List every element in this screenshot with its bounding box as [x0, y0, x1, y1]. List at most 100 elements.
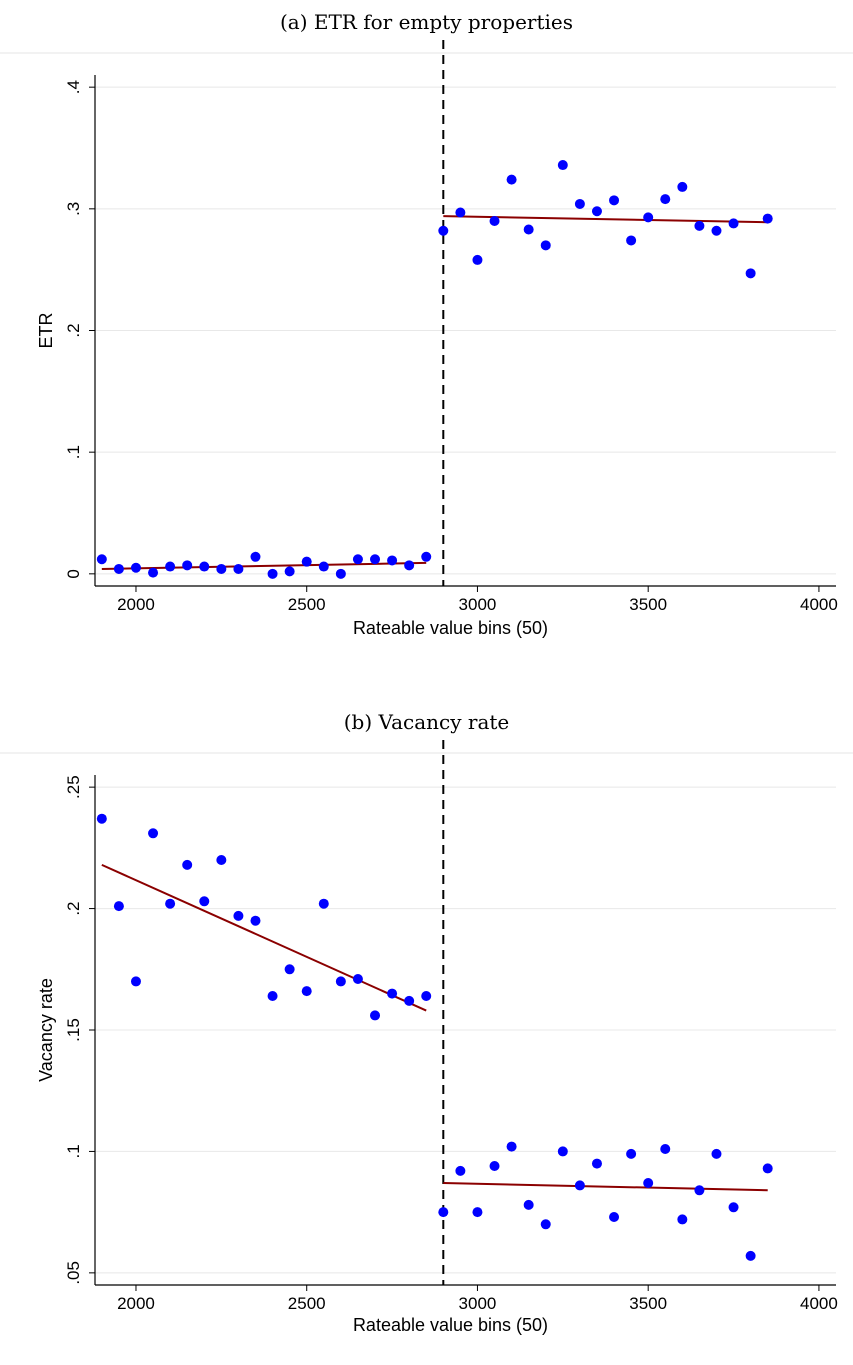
data-point [318, 898, 329, 909]
data-point [387, 988, 398, 999]
data-point [370, 1010, 381, 1021]
x-axis-label: Rateable value bins (50) [353, 618, 548, 638]
data-point [421, 991, 432, 1001]
data-point [609, 1212, 620, 1222]
data-point [318, 561, 329, 572]
data-point [267, 568, 278, 579]
data-point [216, 563, 227, 574]
data-point [506, 174, 517, 185]
data-point [267, 991, 278, 1001]
y-tick-label: .1 [64, 445, 83, 459]
panel-a-title: (a) ETR for empty properties [279, 10, 574, 34]
data-point [472, 254, 483, 265]
data-point [421, 551, 432, 562]
y-tick-label: .25 [64, 775, 83, 799]
data-point [130, 976, 141, 987]
data-point [523, 1199, 534, 1210]
data-point [626, 235, 637, 246]
fit-line [101, 561, 427, 570]
data-point [762, 1163, 773, 1174]
x-tick-label: 2000 [117, 1294, 155, 1313]
data-point [574, 1180, 585, 1191]
data-point [728, 218, 739, 229]
data-point [352, 974, 363, 984]
data-point [643, 1178, 654, 1188]
x-tick-label: 4000 [800, 1294, 838, 1313]
x-axis-label: Rateable value bins (50) [353, 1315, 548, 1335]
data-point [370, 554, 381, 565]
data-point [523, 224, 534, 235]
panel-b-title: (b) Vacancy rate [343, 710, 510, 734]
data-point [96, 554, 107, 565]
data-point [455, 207, 466, 218]
data-point [591, 206, 602, 217]
data-point [677, 1214, 688, 1225]
data-point [728, 1202, 739, 1213]
y-tick-label: 0 [64, 569, 83, 578]
data-point [233, 910, 244, 921]
y-tick-label: .15 [64, 1018, 83, 1042]
data-point [660, 1144, 671, 1154]
data-point [506, 1141, 517, 1152]
data-point [301, 556, 312, 567]
data-point [113, 901, 124, 912]
x-tick-label: 3000 [459, 1294, 497, 1313]
etr-chart: 0 .1 .2 .3 .4 2000 2500 3000 3500 4000 Rateable va… [0, 40, 853, 638]
data-point [404, 995, 415, 1006]
data-point [148, 828, 159, 839]
data-point [694, 220, 705, 231]
data-point [455, 1165, 466, 1176]
data-point [284, 566, 295, 577]
data-point [574, 198, 585, 209]
x-tick-label: 3000 [459, 595, 497, 614]
data-point [711, 225, 722, 236]
data-point [660, 194, 671, 205]
data-point [472, 1207, 483, 1218]
data-point [540, 240, 551, 251]
data-point [284, 964, 295, 975]
y-tick-label: .2 [64, 323, 83, 337]
data-point [489, 216, 500, 226]
x-tick-label: 3500 [629, 1294, 667, 1313]
data-point [250, 551, 261, 562]
data-point [113, 563, 124, 574]
data-point [148, 567, 159, 578]
y-tick-label: .3 [64, 202, 83, 216]
data-point [216, 855, 227, 865]
x-tick-label: 2000 [117, 595, 155, 614]
data-point [182, 859, 193, 870]
data-point [643, 212, 654, 223]
data-point [745, 268, 756, 279]
data-point [182, 560, 193, 571]
fit-line [443, 1182, 768, 1192]
data-point [711, 1148, 722, 1159]
data-point [335, 568, 346, 579]
x-tick-label: 3500 [629, 595, 667, 614]
y-axis-label: ETR [36, 312, 56, 348]
data-point [745, 1250, 756, 1261]
data-point [301, 986, 312, 997]
y-tick-label: .2 [64, 901, 83, 915]
data-point [165, 561, 176, 572]
vacancy-rate-chart: .05 .1 .15 .2 .25 2000 2500 3000 3500 4000 Rateabl… [0, 740, 853, 1335]
data-point [404, 560, 415, 571]
x-tick-label: 4000 [800, 595, 838, 614]
data-point [591, 1158, 602, 1169]
data-point [626, 1148, 637, 1159]
data-point [250, 915, 261, 926]
data-point [352, 554, 363, 565]
data-point [199, 561, 210, 572]
data-point [489, 1161, 500, 1171]
data-point [438, 225, 449, 236]
x-tick-label: 2500 [288, 595, 326, 614]
data-point [130, 562, 141, 573]
y-axis-label: Vacancy rate [36, 978, 56, 1082]
data-point [96, 813, 107, 824]
data-point [762, 213, 773, 224]
data-point [233, 563, 244, 574]
data-point [540, 1219, 551, 1230]
data-point [677, 181, 688, 192]
data-point [557, 160, 568, 171]
fit-line [101, 863, 427, 1012]
data-point [165, 898, 176, 909]
